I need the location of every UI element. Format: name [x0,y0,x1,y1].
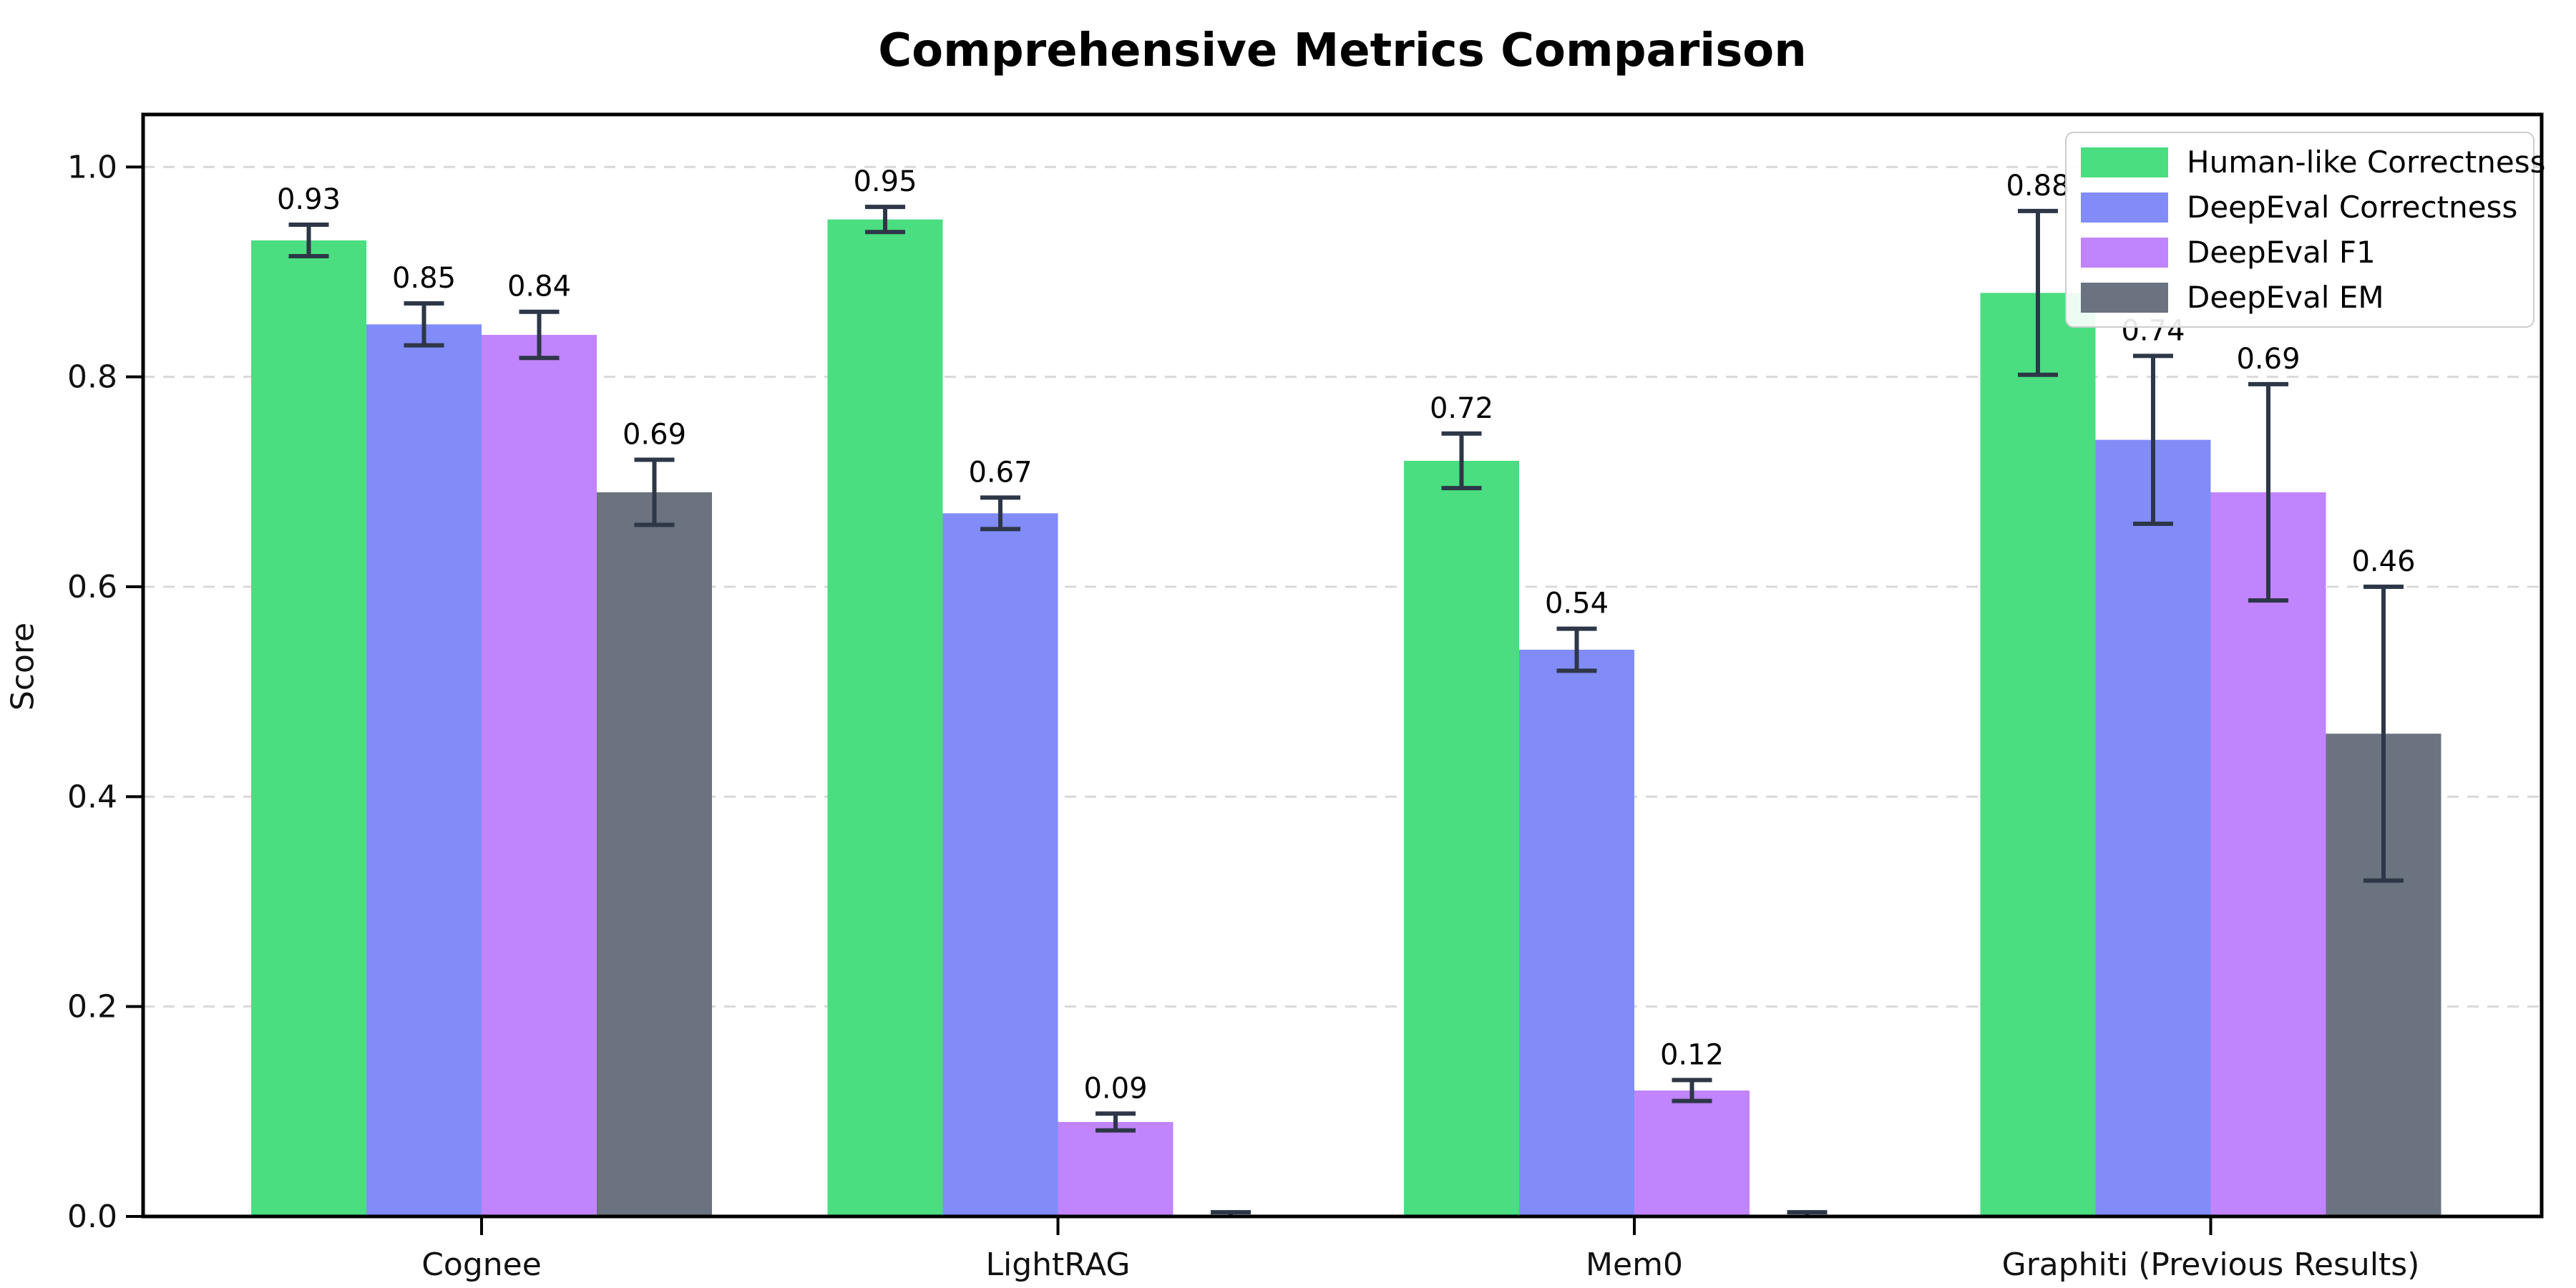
deepeval-f1-bar-lightrag [1058,1122,1174,1216]
human-like-correctness-bar-cognee [251,240,366,1216]
legend-label: DeepEval Correctness [2187,190,2518,225]
y-tick-label: 1.0 [67,149,117,185]
x-tick-label: Mem0 [1586,1246,1683,1283]
value-label: 0.72 [1430,392,1493,425]
value-label: 0.84 [507,270,571,303]
value-label: 0.46 [2351,545,2415,578]
value-label: 0.95 [853,165,917,198]
human-like-correctness-bar-lightrag [827,219,943,1217]
deepeval-correctness-bar-mem0 [1519,650,1634,1216]
deepeval-f1-bar-mem0 [1634,1091,1750,1216]
value-label: 0.69 [623,419,686,452]
legend-label: DeepEval EM [2187,280,2384,315]
legend-swatch-icon [2081,192,2168,223]
chart-title: Comprehensive Metrics Comparison [878,24,1807,77]
deepeval-em-bar-cognee [597,492,712,1216]
value-label: 0.85 [392,262,456,295]
human-like-correctness-bar-mem0 [1404,461,1519,1216]
value-label: 0.69 [2236,343,2300,376]
legend-item-deepeval-em: DeepEval EM [2081,280,2519,315]
value-label: 0.88 [2006,170,2069,203]
deepeval-correctness-bar-cognee [366,324,482,1216]
value-label: 0.93 [277,183,341,216]
value-label: 0.09 [1083,1072,1147,1105]
y-tick-label: 0.8 [67,359,117,396]
plot-border [141,112,2544,1219]
legend-label: Human-like Correctness [2187,145,2546,180]
x-tick-label: Cognee [421,1246,542,1283]
deepeval-f1-bar-graphiti-previous-results [2210,492,2326,1216]
legend-swatch-icon [2081,147,2168,177]
legend-swatch-icon [2081,237,2168,268]
x-tick-label: Graphiti (Previous Results) [2002,1246,2420,1283]
y-tick-label: 0.6 [67,569,117,605]
legend-label: DeepEval F1 [2187,235,2376,270]
legend-item-deepeval-f1: DeepEval F1 [2081,235,2519,270]
legend-item-human-like-correctness: Human-like Correctness [2081,145,2546,180]
value-label: 0.67 [968,456,1032,489]
value-label: 0.12 [1660,1038,1724,1071]
y-tick-label: 0.4 [67,779,117,815]
deepeval-correctness-bar-lightrag [942,513,1058,1216]
y-tick-label: 0.2 [67,989,117,1025]
x-tick-label: LightRAG [985,1246,1130,1283]
deepeval-correctness-bar-graphiti-previous-results [2095,439,2211,1216]
legend-item-deepeval-correctness: DeepEval Correctness [2081,190,2519,225]
value-label: 0.54 [1545,587,1609,620]
human-like-correctness-bar-graphiti-previous-results [1980,293,2096,1216]
legend-swatch-icon [2081,282,2168,313]
y-tick-label: 0.0 [67,1199,117,1235]
deepeval-f1-bar-cognee [482,335,597,1216]
legend: Human-like Correctness DeepEval Correctne… [2065,132,2546,328]
